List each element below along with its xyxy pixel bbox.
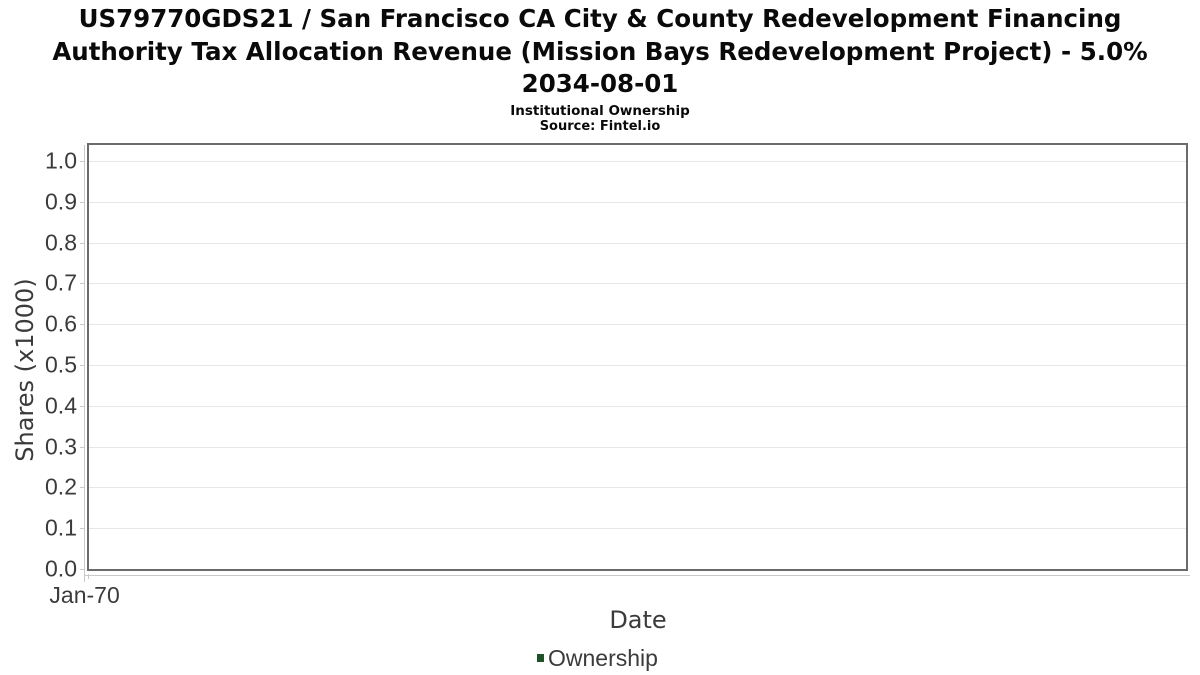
y-axis-title: Shares (x1000): [11, 278, 39, 462]
y-tick-label: 0.1: [45, 514, 77, 541]
gridline: [89, 202, 1186, 203]
x-tick-jan70: [88, 574, 89, 579]
y-tick-label: 0.5: [45, 351, 77, 378]
gridline: [89, 324, 1186, 325]
y-tick: [80, 324, 84, 325]
plot-area: 0.0 0.1 0.2 0.3 0.4 0.5 0.6 0.7 0.8 0.9 1.0: [45, 143, 1190, 582]
legend: Ownership: [537, 646, 658, 670]
gridline: [89, 528, 1186, 529]
y-tick: [80, 487, 84, 488]
y-tick: [80, 365, 84, 366]
y-tick-label: 1.0: [45, 147, 77, 174]
y-tick: [80, 243, 84, 244]
chart-title-line2: Authority Tax Allocation Revenue (Missio…: [52, 36, 1148, 66]
y-tick: [80, 161, 84, 162]
chart-title-line3: 2034-08-01: [521, 69, 679, 98]
y-tick: [80, 406, 84, 407]
y-tick: [80, 528, 84, 529]
y-tick-label: 0.2: [45, 473, 77, 500]
y-tick-label: 0.4: [45, 392, 77, 419]
chart-header: US79770GDS21 / San Francisco CA City & C…: [0, 3, 1200, 134]
y-tick: [80, 447, 84, 448]
x-axis-line: [84, 575, 1190, 576]
gridline: [89, 406, 1186, 407]
y-tick-label: 0.0: [45, 555, 77, 582]
gridline: [89, 365, 1186, 366]
gridline: [89, 447, 1186, 448]
y-tick: [80, 202, 84, 203]
gridline: [89, 161, 1186, 162]
legend-label-ownership: Ownership: [548, 645, 658, 671]
y-tick-label: 0.6: [45, 310, 77, 337]
y-tick: [80, 569, 84, 570]
y-tick: [80, 283, 84, 284]
legend-swatch-ownership: [537, 654, 544, 662]
y-tick-label: 0.7: [45, 269, 77, 296]
gridline: [89, 283, 1186, 284]
y-tick-label: 0.3: [45, 433, 77, 460]
chart-title-line1: US79770GDS21 / San Francisco CA City & C…: [78, 4, 1122, 33]
x-axis-title: Date: [609, 606, 667, 634]
y-tick-label: 0.9: [45, 188, 77, 215]
x-tick-label-jan70: Jan-70: [49, 582, 120, 608]
chart-subtitle: Institutional Ownership: [510, 102, 690, 119]
y-axis-line: [84, 145, 85, 582]
y-tick-label: 0.8: [45, 229, 77, 256]
chart-source: Source: Fintel.io: [539, 118, 661, 134]
gridline: [89, 243, 1186, 244]
gridline: [89, 487, 1186, 488]
